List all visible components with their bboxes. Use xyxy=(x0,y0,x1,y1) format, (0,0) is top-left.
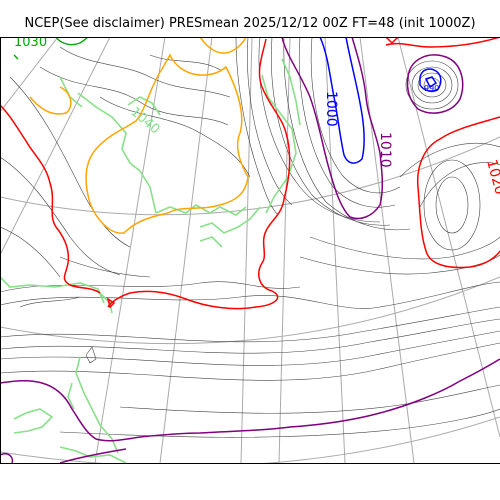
contour-1020-line xyxy=(0,104,101,294)
isobar-line xyxy=(283,37,411,231)
label-1000: 1000 xyxy=(323,91,339,127)
label-1030: 1030 xyxy=(14,37,47,50)
coastline xyxy=(0,276,105,304)
contour-1000-line xyxy=(424,76,438,89)
coastline xyxy=(281,58,301,126)
contour-1010-line xyxy=(281,37,384,220)
contour-1020-line xyxy=(385,37,399,45)
contour-1010 xyxy=(0,37,500,463)
coastline xyxy=(199,236,223,248)
coastline xyxy=(99,292,113,314)
coastlines xyxy=(0,58,301,463)
isobar-line xyxy=(298,37,396,208)
contour-1010-line xyxy=(0,358,500,442)
isobar-ring xyxy=(423,159,481,251)
contour-1020-line xyxy=(416,116,500,269)
label-1010: 1010 xyxy=(377,132,393,168)
coastline xyxy=(127,96,161,116)
label-1020: 1020 xyxy=(483,158,500,197)
map-canvas: 1000 1010 1020 1030 1040 990 xyxy=(0,37,500,463)
coastline xyxy=(75,356,119,454)
meridian-line xyxy=(159,37,213,463)
isobar-line xyxy=(235,37,279,216)
isobar-line xyxy=(0,156,121,276)
meridian-line xyxy=(359,37,415,463)
coastline xyxy=(199,206,261,234)
meridian-line xyxy=(0,37,59,113)
contour-1030-line xyxy=(85,53,249,234)
map-title: NCEP(See disclaimer) PRESmean 2025/12/12… xyxy=(24,16,476,31)
isobar-line xyxy=(0,330,500,366)
meridian-line xyxy=(0,37,111,256)
coastline xyxy=(59,446,127,463)
isobar-line xyxy=(0,306,500,343)
isobar-line xyxy=(0,281,500,309)
contour-1000-line xyxy=(319,37,365,164)
graticule xyxy=(0,37,500,463)
parallel-line xyxy=(0,276,500,345)
isobar-line xyxy=(0,226,61,278)
meridian-line xyxy=(94,37,166,463)
isobar-line xyxy=(310,37,401,194)
contour-1020-line xyxy=(106,297,116,309)
isobar-line xyxy=(59,46,231,98)
coastline xyxy=(155,204,247,216)
isobar-line xyxy=(59,408,500,438)
isobars-gray xyxy=(0,37,500,438)
meridian-line xyxy=(324,37,346,463)
contour-1020-line xyxy=(107,38,291,310)
label-990: 990 xyxy=(424,84,439,93)
isobar-line xyxy=(99,96,251,178)
isobar-ring xyxy=(405,60,459,110)
contour-1020 xyxy=(0,37,500,310)
isobar-line xyxy=(149,54,223,72)
isobar-line xyxy=(247,37,293,206)
meridian-line xyxy=(240,37,253,463)
isobar-ring xyxy=(435,176,469,234)
isobar-line xyxy=(19,296,81,308)
parallel-line xyxy=(0,416,500,463)
isobar-line xyxy=(9,76,131,248)
coastline xyxy=(13,408,54,434)
contour-1030-line xyxy=(29,86,72,115)
isobar-ring xyxy=(417,72,447,98)
contour-1010-line xyxy=(59,448,127,463)
isobar-line xyxy=(271,37,391,226)
isobar-line xyxy=(85,346,97,364)
coastline xyxy=(261,74,297,214)
isobar-line xyxy=(309,236,500,260)
isobar-line xyxy=(0,342,500,381)
isobar-line xyxy=(0,318,500,354)
contour-1010-line xyxy=(0,452,14,463)
contour-1010-line xyxy=(406,54,464,114)
contour-1000 xyxy=(319,37,442,164)
parallel-line xyxy=(0,136,500,216)
coastline xyxy=(67,382,75,410)
contour-1030-line xyxy=(199,37,247,54)
contour-1000-line xyxy=(419,68,442,92)
isobar-line xyxy=(419,162,500,208)
meridian-line xyxy=(397,37,500,438)
isobar-line xyxy=(0,281,301,293)
pressure-map: 1000 1010 1020 1030 1040 990 xyxy=(0,37,500,463)
meridian-line xyxy=(278,37,291,463)
contour-1020-line xyxy=(385,37,500,48)
isobar-line xyxy=(59,256,151,278)
isobar-line xyxy=(119,384,500,414)
contour-1030 xyxy=(29,37,249,234)
coastline xyxy=(77,92,157,214)
isobar-line xyxy=(399,142,500,178)
contour-1040-line xyxy=(55,37,89,46)
isobar-line xyxy=(39,66,229,126)
isobar-ring xyxy=(411,66,453,104)
contour-1040-line xyxy=(13,54,19,60)
